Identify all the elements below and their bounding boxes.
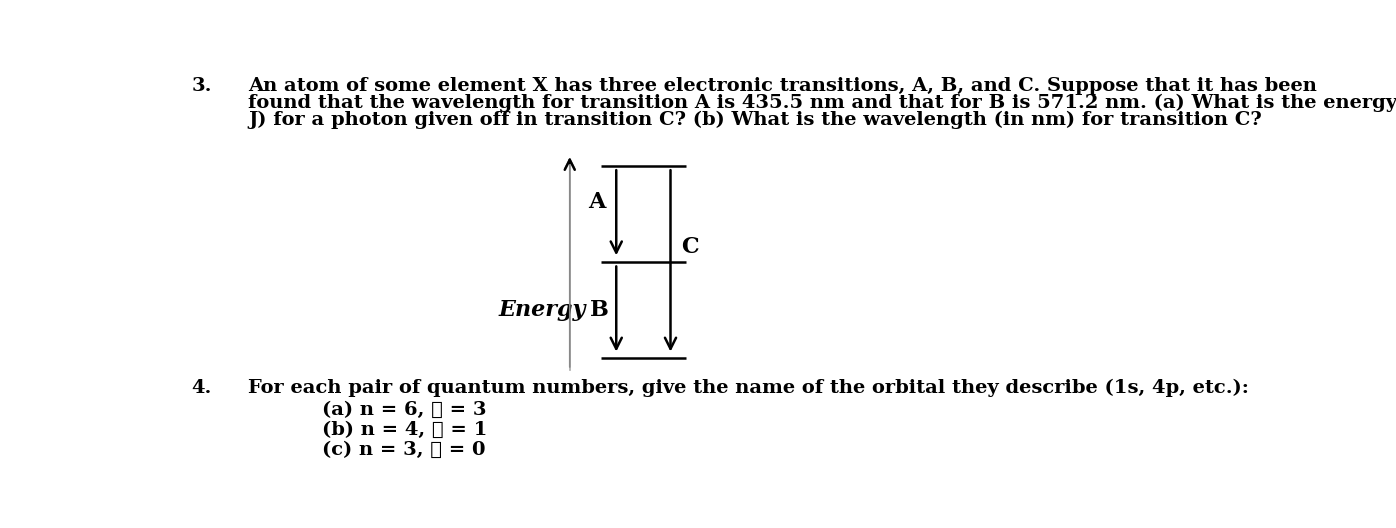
Text: (a) n = 6, ℓ = 3: (a) n = 6, ℓ = 3 (321, 401, 486, 419)
Text: An atom of some element X has three electronic transitions, A, B, and C. Suppose: An atom of some element X has three elec… (248, 77, 1316, 95)
Text: found that the wavelength for transition A is 435.5 nm and that for B is 571.2 n: found that the wavelength for transition… (248, 94, 1396, 112)
Text: Energy: Energy (498, 299, 586, 321)
Text: 4.: 4. (191, 379, 212, 397)
Text: A: A (588, 191, 606, 213)
Text: B: B (589, 299, 609, 321)
Text: (b) n = 4, ℓ = 1: (b) n = 4, ℓ = 1 (321, 421, 487, 439)
Text: J) for a photon given off in transition C? (b) What is the wavelength (in nm) fo: J) for a photon given off in transition … (248, 111, 1262, 129)
Text: 3.: 3. (191, 77, 212, 95)
Text: (c) n = 3, ℓ = 0: (c) n = 3, ℓ = 0 (321, 441, 486, 459)
Text: C: C (681, 235, 699, 258)
Text: For each pair of quantum numbers, give the name of the orbital they describe (1s: For each pair of quantum numbers, give t… (248, 379, 1249, 397)
